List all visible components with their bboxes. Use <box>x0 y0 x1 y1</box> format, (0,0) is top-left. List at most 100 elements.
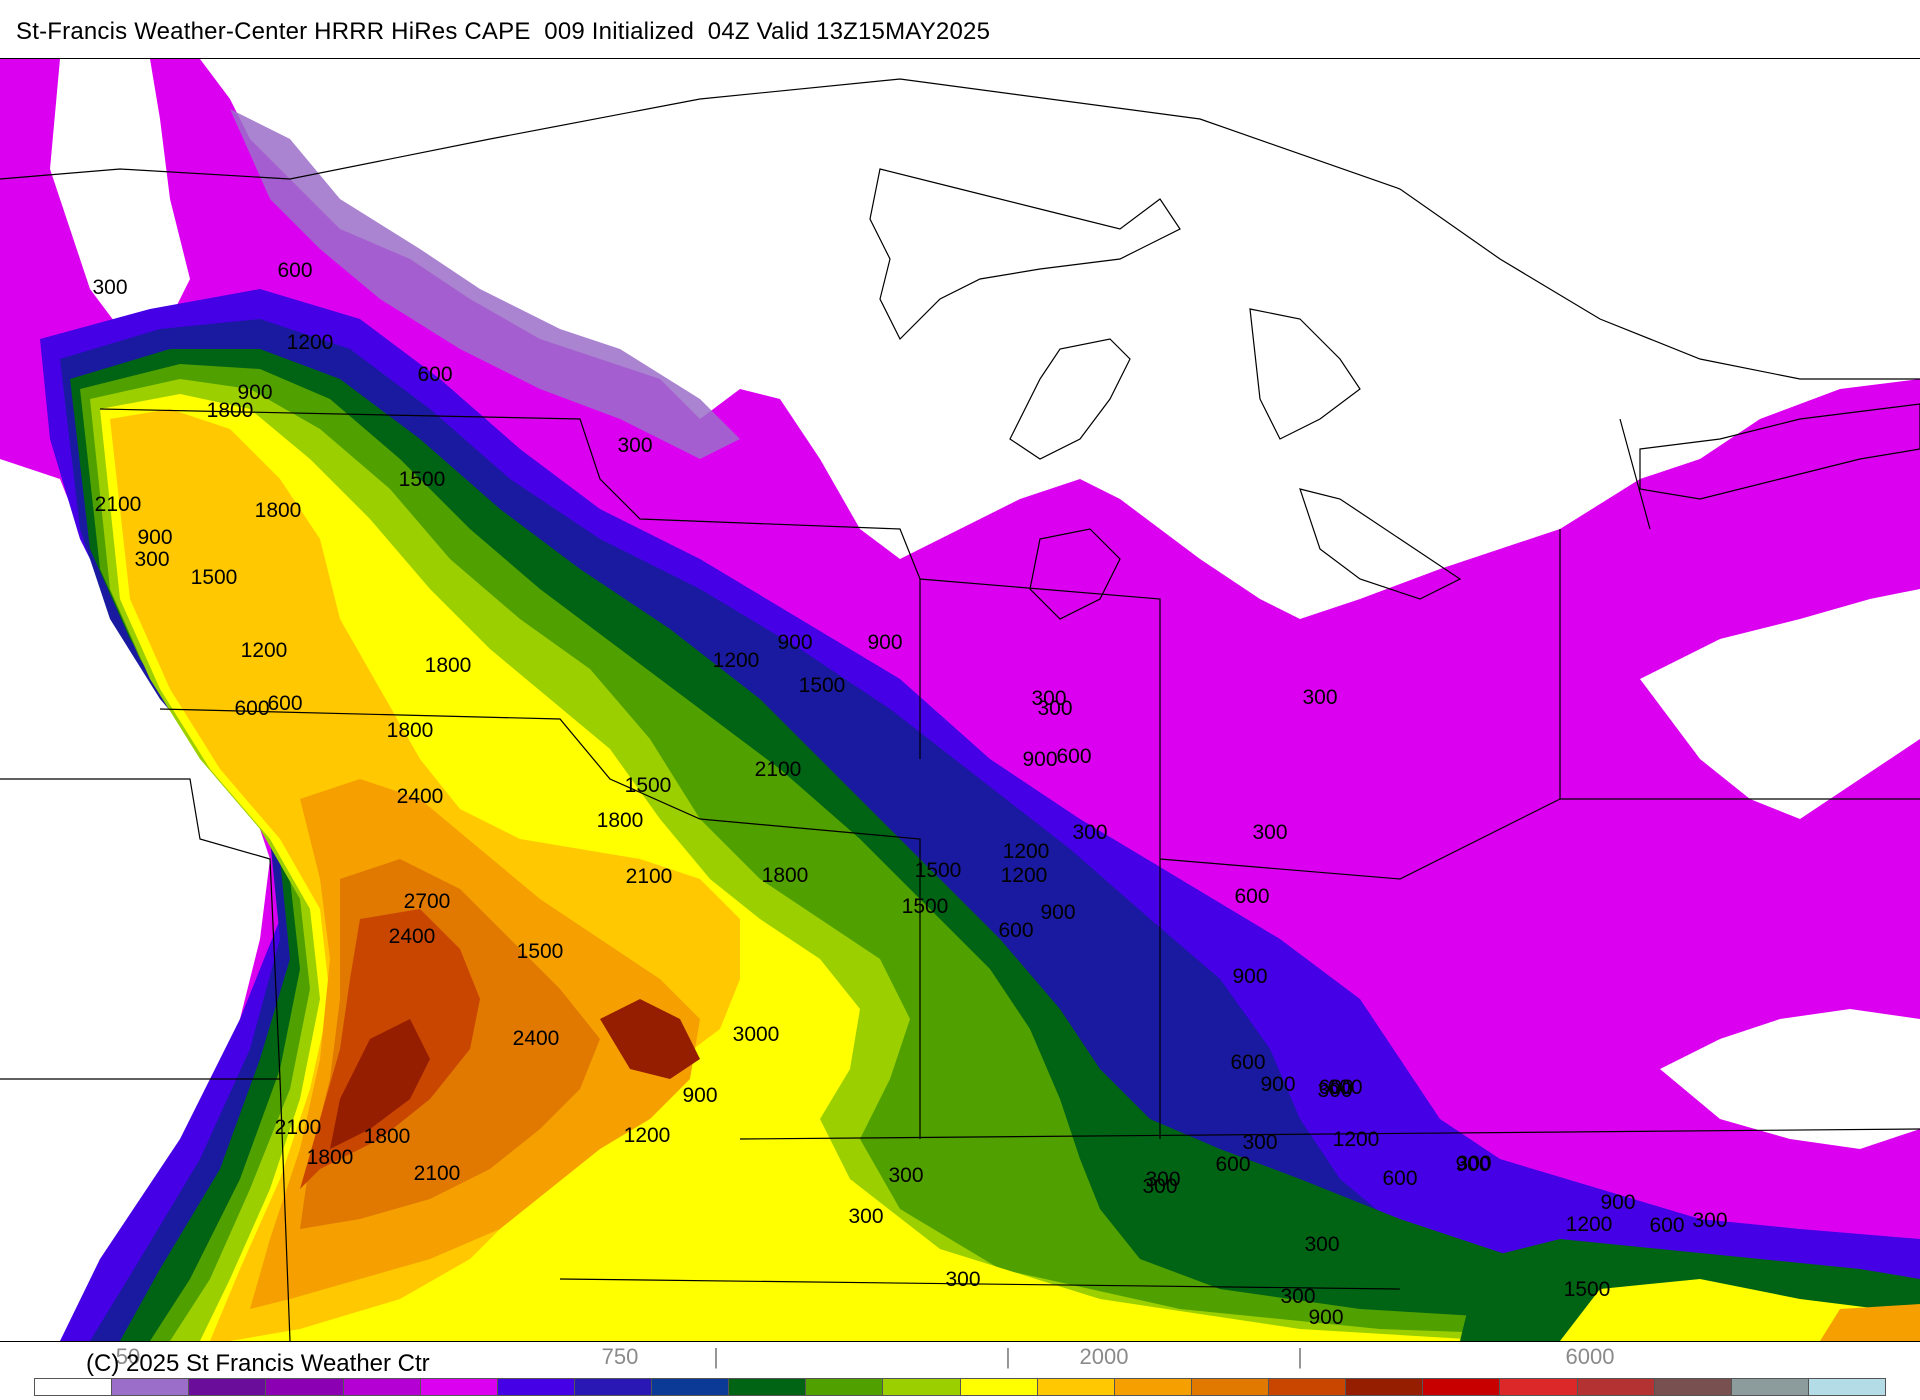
contour-label: 1500 <box>191 566 238 589</box>
colorbar-segment <box>1577 1379 1655 1395</box>
colorbar-segment <box>1191 1379 1269 1395</box>
no-cape-east-patch <box>1660 1009 1920 1149</box>
contour-label: 1500 <box>915 859 962 882</box>
colorbar-segment <box>1269 1379 1347 1395</box>
contour-label: 600 <box>1649 1214 1684 1237</box>
contour-label: 900 <box>682 1084 717 1107</box>
contour-label: 900 <box>1040 901 1075 924</box>
colorbar-segment <box>1654 1379 1732 1395</box>
colorbar-tick-label: 6000 <box>1565 1344 1615 1369</box>
colorbar-tick-label: 50 <box>115 1344 141 1369</box>
contour-label: 300 <box>1072 821 1107 844</box>
colorbar-segment <box>1423 1379 1501 1395</box>
cape-band-brown <box>330 1019 430 1149</box>
contour-label: 300 <box>848 1205 883 1228</box>
colorbar-segment <box>883 1379 961 1395</box>
colorbar-segment <box>652 1379 730 1395</box>
contour-label: 900 <box>1455 1153 1490 1176</box>
contour-label: 300 <box>1031 687 1066 710</box>
contour-label: 1500 <box>902 895 949 918</box>
contour-label: 300 <box>1037 697 1072 720</box>
contour-label: 2400 <box>397 785 444 808</box>
contour-label: 900 <box>777 631 812 654</box>
map-title: St-Francis Weather-Center HRRR HiRes CAP… <box>16 18 991 45</box>
contour-label: 2100 <box>414 1162 461 1185</box>
contour-label: 300 <box>1242 1131 1277 1154</box>
contour-label: 300 <box>888 1164 923 1187</box>
contour-label: 600 <box>267 692 302 715</box>
contour-label: 2400 <box>389 925 436 948</box>
contour-label: 300 <box>1280 1285 1315 1308</box>
contour-label: 600 <box>1318 1076 1353 1099</box>
colorbar-segment <box>960 1379 1038 1395</box>
contour-label: 1200 <box>713 649 760 672</box>
contour-label: 300 <box>945 1268 980 1291</box>
contour-label: 1200 <box>1333 1128 1380 1151</box>
cape-southeast-orange <box>1820 1304 1920 1341</box>
contour-label: 1200 <box>1003 840 1050 863</box>
contour-label: 1800 <box>255 499 302 522</box>
contour-label: 1500 <box>625 774 672 797</box>
no-cape-west-lake <box>50 59 190 329</box>
contour-label: 1200 <box>624 1124 671 1147</box>
colorbar-segment <box>1808 1379 1885 1395</box>
contour-label: 1800 <box>207 399 254 422</box>
contour-label: 900 <box>1022 748 1057 771</box>
contour-label: 300 <box>1142 1175 1177 1198</box>
great-lakes-outlines <box>869 168 1920 620</box>
contour-label: 1200 <box>1001 864 1048 887</box>
colorbar-tick-label: | <box>713 1344 719 1369</box>
colorbar-segment <box>806 1379 884 1395</box>
contour-label: 600 <box>1327 1076 1362 1099</box>
cape-fringe-lavender <box>230 109 740 459</box>
colorbar-segment <box>1346 1379 1424 1395</box>
colorbar-tick-label: 750 <box>601 1344 639 1369</box>
colorbar-segment <box>497 1379 575 1395</box>
contour-label: 900 <box>1260 1073 1295 1096</box>
colorbar-segment <box>112 1379 190 1395</box>
contour-label: 2100 <box>755 758 802 781</box>
copyright-text: (C) 2025 St Francis Weather Ctr <box>86 1350 430 1377</box>
contour-label: 900 <box>1600 1191 1635 1214</box>
contour-label: 300 <box>1302 686 1337 709</box>
cape-band-brown-east <box>600 999 700 1079</box>
contour-label: 600 <box>998 919 1033 942</box>
no-cape-northeast <box>1640 589 1920 819</box>
contour-label: 300 <box>1692 1209 1727 1232</box>
contour-label: 600 <box>1230 1051 1265 1074</box>
colorbar-segment <box>1500 1379 1578 1395</box>
colorbar-tick-labels: 50 750 | | 2000 | 6000 <box>0 1344 1920 1374</box>
contour-label: 600 <box>417 363 452 386</box>
contour-label: 1500 <box>799 674 846 697</box>
contour-label: 600 <box>1056 745 1091 768</box>
contour-label: 2100 <box>95 493 142 516</box>
contour-label: 900 <box>237 381 272 404</box>
contour-label: 600 <box>1234 885 1269 908</box>
contour-label: 1500 <box>1564 1278 1611 1301</box>
colorbar-tick-label: | <box>1297 1344 1303 1369</box>
contour-label: 1800 <box>364 1125 411 1148</box>
contour-label: 1500 <box>517 940 564 963</box>
contour-label: 2400 <box>513 1027 560 1050</box>
cape-colorbar <box>34 1378 1886 1396</box>
contour-label: 1800 <box>597 809 644 832</box>
contour-label: 300 <box>1252 821 1287 844</box>
colorbar-segment <box>729 1379 807 1395</box>
contour-label: 600 <box>1215 1153 1250 1176</box>
contour-label: 600 <box>234 697 269 720</box>
colorbar-segment <box>1731 1379 1809 1395</box>
contour-label: 1500 <box>399 468 446 491</box>
contour-label: 2100 <box>275 1116 322 1139</box>
no-cape-north-region <box>80 59 1920 619</box>
contour-label: 600 <box>277 259 312 282</box>
contour-label: 1200 <box>241 639 288 662</box>
contour-label: 300 <box>134 548 169 571</box>
contour-label: 1800 <box>762 864 809 887</box>
contour-label: 300 <box>1456 1152 1491 1175</box>
colorbar-segment <box>343 1379 421 1395</box>
contour-label: 1800 <box>307 1146 354 1169</box>
contour-label: 3000 <box>733 1023 780 1046</box>
colorbar-segment <box>266 1379 344 1395</box>
